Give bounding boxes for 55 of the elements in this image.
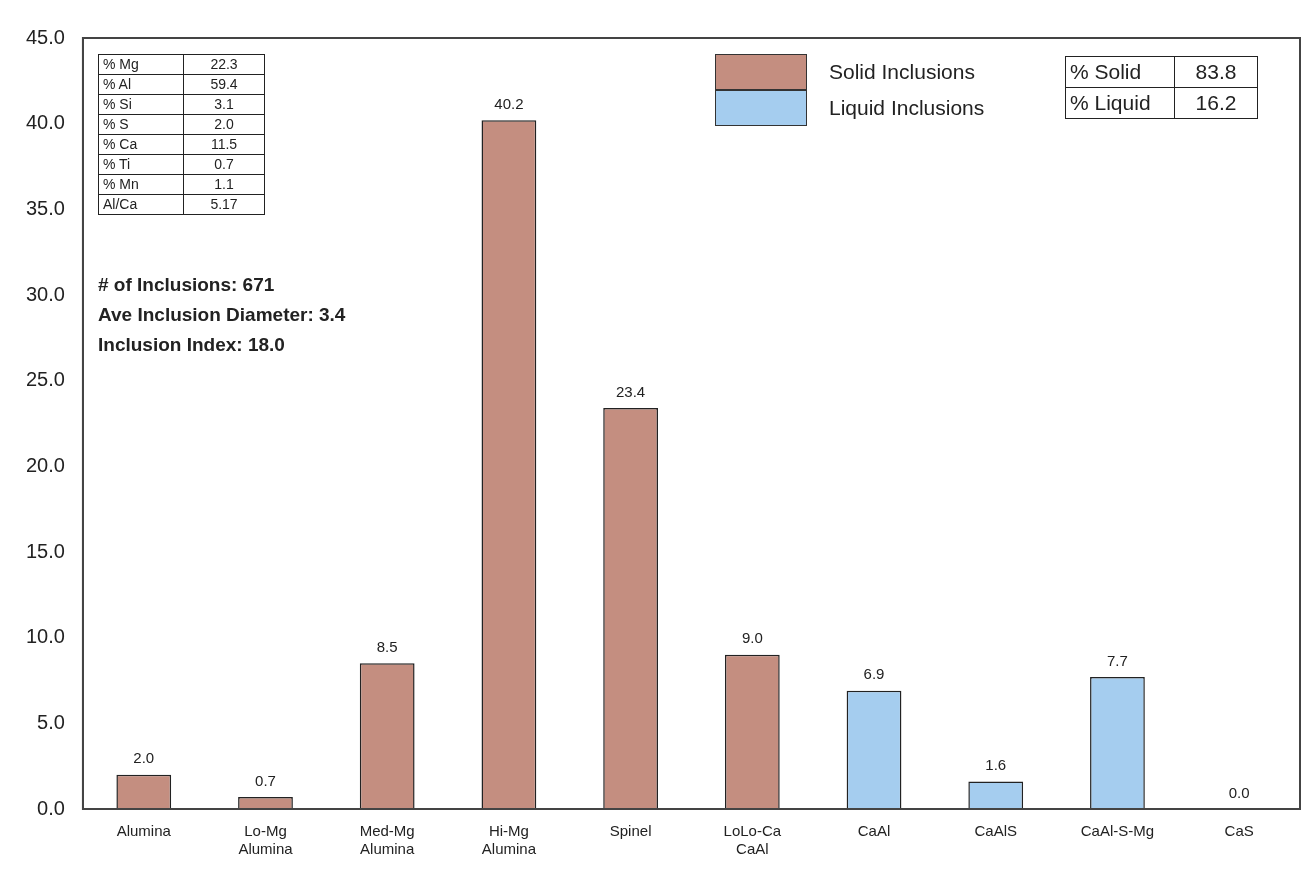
data-label: 8.5 [376,638,398,656]
x-tick-label: CaAlS [974,822,1017,840]
y-tick-label: 30.0 [25,282,65,305]
annotation: 0.7 [183,154,265,175]
data-label: 9.0 [741,629,763,647]
annotation: % Al [98,74,184,95]
annotation: % Solid [1065,56,1175,88]
annotation: 3.1 [183,94,265,115]
annotation: 22.3 [183,54,265,75]
annotation: 5.17 [183,194,265,215]
data-label: 0.7 [255,771,276,789]
data-label: 0.0 [1228,783,1250,801]
annotation: 16.2 [1174,87,1258,119]
annotation: 11.5 [183,134,265,155]
annotation: 2.0 [183,114,265,135]
y-tick-label: 35.0 [25,196,65,219]
x-tick-label: CaAl [857,822,891,840]
x-tick-label: Med-Mg Alumina [359,822,415,858]
annotation: 83.8 [1174,56,1258,88]
x-tick-label: LoLo-Ca CaAl [723,822,782,858]
data-label: 7.7 [1107,651,1128,669]
x-tick-label: CaAl-S-Mg [1080,822,1155,840]
y-tick-label: 20.0 [25,453,65,476]
data-label: 23.4 [616,382,646,400]
x-tick-label: Alumina [116,822,172,840]
legend-label: Solid Inclusions [829,60,975,84]
y-tick-label: 5.0 [37,710,65,733]
annotation: # of Inclusions: 671 [98,273,276,297]
annotation: 1.1 [183,174,265,195]
data-label: 1.6 [985,756,1007,774]
annotation: 59.4 [183,74,265,95]
y-tick-label: 25.0 [25,368,65,391]
y-tick-label: 10.0 [25,625,65,648]
annotation: Al/Ca [98,194,184,215]
annotation: % Mg [98,54,184,75]
data-label: 2.0 [133,749,155,767]
annotation: % Si [98,94,184,115]
annotation: % Liquid [1065,87,1175,119]
y-tick-label: 40.0 [25,111,65,134]
annotation: % Mn [98,174,184,195]
data-label: 40.2 [494,94,524,112]
annotation: % Ti [98,154,184,175]
annotation: Ave Inclusion Diameter: 3.4 [98,303,346,327]
x-tick-label: Lo-Mg Alumina [238,822,294,858]
y-tick-label: 45.0 [25,25,65,48]
y-tick-label: 0.0 [37,796,65,819]
data-label: 6.9 [863,665,885,683]
legend-label: Liquid Inclusions [829,96,985,120]
annotation: % Ca [98,134,184,155]
annotation: Inclusion Index: 18.0 [98,333,286,357]
x-tick-label: Hi-Mg Alumina [481,822,537,858]
annotation: % S [98,114,184,135]
x-tick-label: CaS [1224,822,1254,840]
y-tick-label: 15.0 [25,539,65,562]
x-tick-label: Spinel [609,822,652,840]
